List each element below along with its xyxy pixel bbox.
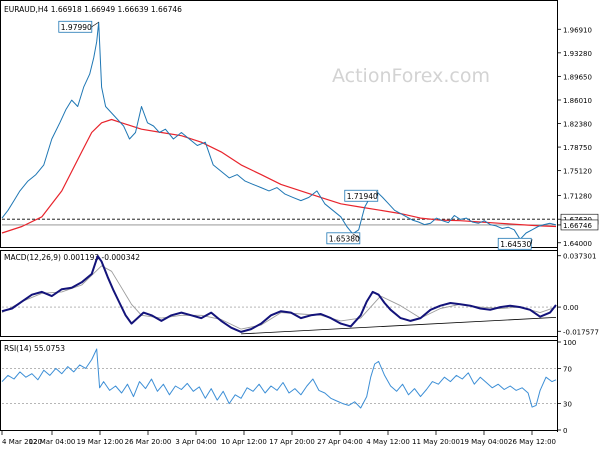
macd-trendline	[241, 317, 557, 335]
price-series-layer	[1, 21, 557, 240]
y-tick-label: 1.66746	[563, 222, 592, 230]
price-level-lines	[2, 218, 556, 226]
y-tick-label: 1.82380	[563, 121, 592, 129]
x-tick-label: 4 May 12:00	[366, 438, 410, 446]
x-tick-label: 4 Mar 2020	[2, 438, 42, 446]
y-tick-label: 70	[563, 365, 572, 373]
y-tick-label: 1.64000	[563, 240, 592, 248]
x-tick-label: 26 Mar 20:00	[125, 438, 172, 446]
annotation-leader	[530, 239, 533, 244]
y-tick-label: 0.037301	[563, 253, 596, 261]
annotation-label: 1.64530	[500, 240, 531, 249]
price-panel-frame	[0, 0, 558, 248]
macd-line	[1, 255, 557, 333]
y-tick-label: 1.89650	[563, 73, 592, 81]
moving-average-line	[1, 118, 557, 234]
macd-series-layer	[1, 255, 557, 335]
x-tick-label: 3 Apr 04:00	[175, 438, 216, 446]
annotation-label: 1.97990	[61, 23, 92, 32]
y-tick-label: 30	[563, 401, 572, 409]
y-tick-highlight	[560, 219, 599, 231]
price-annotation: 1.65380	[326, 232, 361, 245]
rsi-panel-title: RSI(14) 55.0753	[4, 344, 65, 353]
price-annotation: 1.64530	[497, 237, 533, 250]
annotation-leader	[91, 22, 99, 28]
x-tick-label: 19 Mar 12:00	[77, 438, 124, 446]
annotation-leader	[352, 233, 360, 239]
y-tick-label: 0.00	[563, 304, 579, 312]
x-tick-label: 26 May 12:00	[508, 438, 556, 446]
y-tick-label: 1.71280	[563, 193, 592, 201]
y-tick-label: -0.017577	[563, 328, 599, 336]
price-panel-title: EURAUD,H4 1.66918 1.66949 1.66639 1.6674…	[4, 5, 182, 14]
price-line	[1, 21, 557, 240]
macd-panel-frame	[0, 250, 558, 337]
y-tick-label: 1.86010	[563, 97, 592, 105]
y-tick-label: 100	[563, 339, 576, 347]
annotation-label: 1.71940	[347, 192, 378, 201]
watermark-text: ActionForex.com	[332, 65, 490, 87]
rsi-panel-frame	[0, 340, 558, 431]
x-tick-label: 17 Apr 20:00	[269, 438, 315, 446]
x-tick-label: 11 May 20:00	[412, 438, 460, 446]
y-tick-label: 1.75120	[563, 168, 592, 176]
price-annotations: 1.97990 1.71940 1.65380 1.64530	[58, 20, 533, 250]
price-annotation: 1.97990	[58, 20, 99, 33]
annotation-label: 1.65380	[329, 234, 360, 243]
y-tick-label: 1.96910	[563, 26, 592, 34]
x-tick-label: 10 Apr 12:00	[221, 438, 267, 446]
rsi-series-layer	[1, 348, 557, 409]
price-annotation: 1.71940	[344, 189, 379, 202]
annotation-leader	[376, 191, 379, 196]
x-tick-label: 27 Apr 04:00	[317, 438, 363, 446]
y-tick-label: 0	[563, 427, 567, 435]
y-tick-label: 1.78750	[563, 144, 592, 152]
y-axis-tick-labels: 1.96910 1.93280 1.89650 1.86010 1.82380 1.787…	[557, 26, 599, 435]
macd-panel-title: MACD(12,26,9) 0.001193 -0.000342	[4, 253, 140, 262]
x-tick-label: 12 Mar 04:00	[29, 438, 76, 446]
y-tick-label: 1.93280	[563, 50, 592, 58]
macd-signal-line	[1, 265, 557, 330]
x-tick-label: 19 May 04:00	[460, 438, 508, 446]
rsi-line	[1, 348, 557, 409]
